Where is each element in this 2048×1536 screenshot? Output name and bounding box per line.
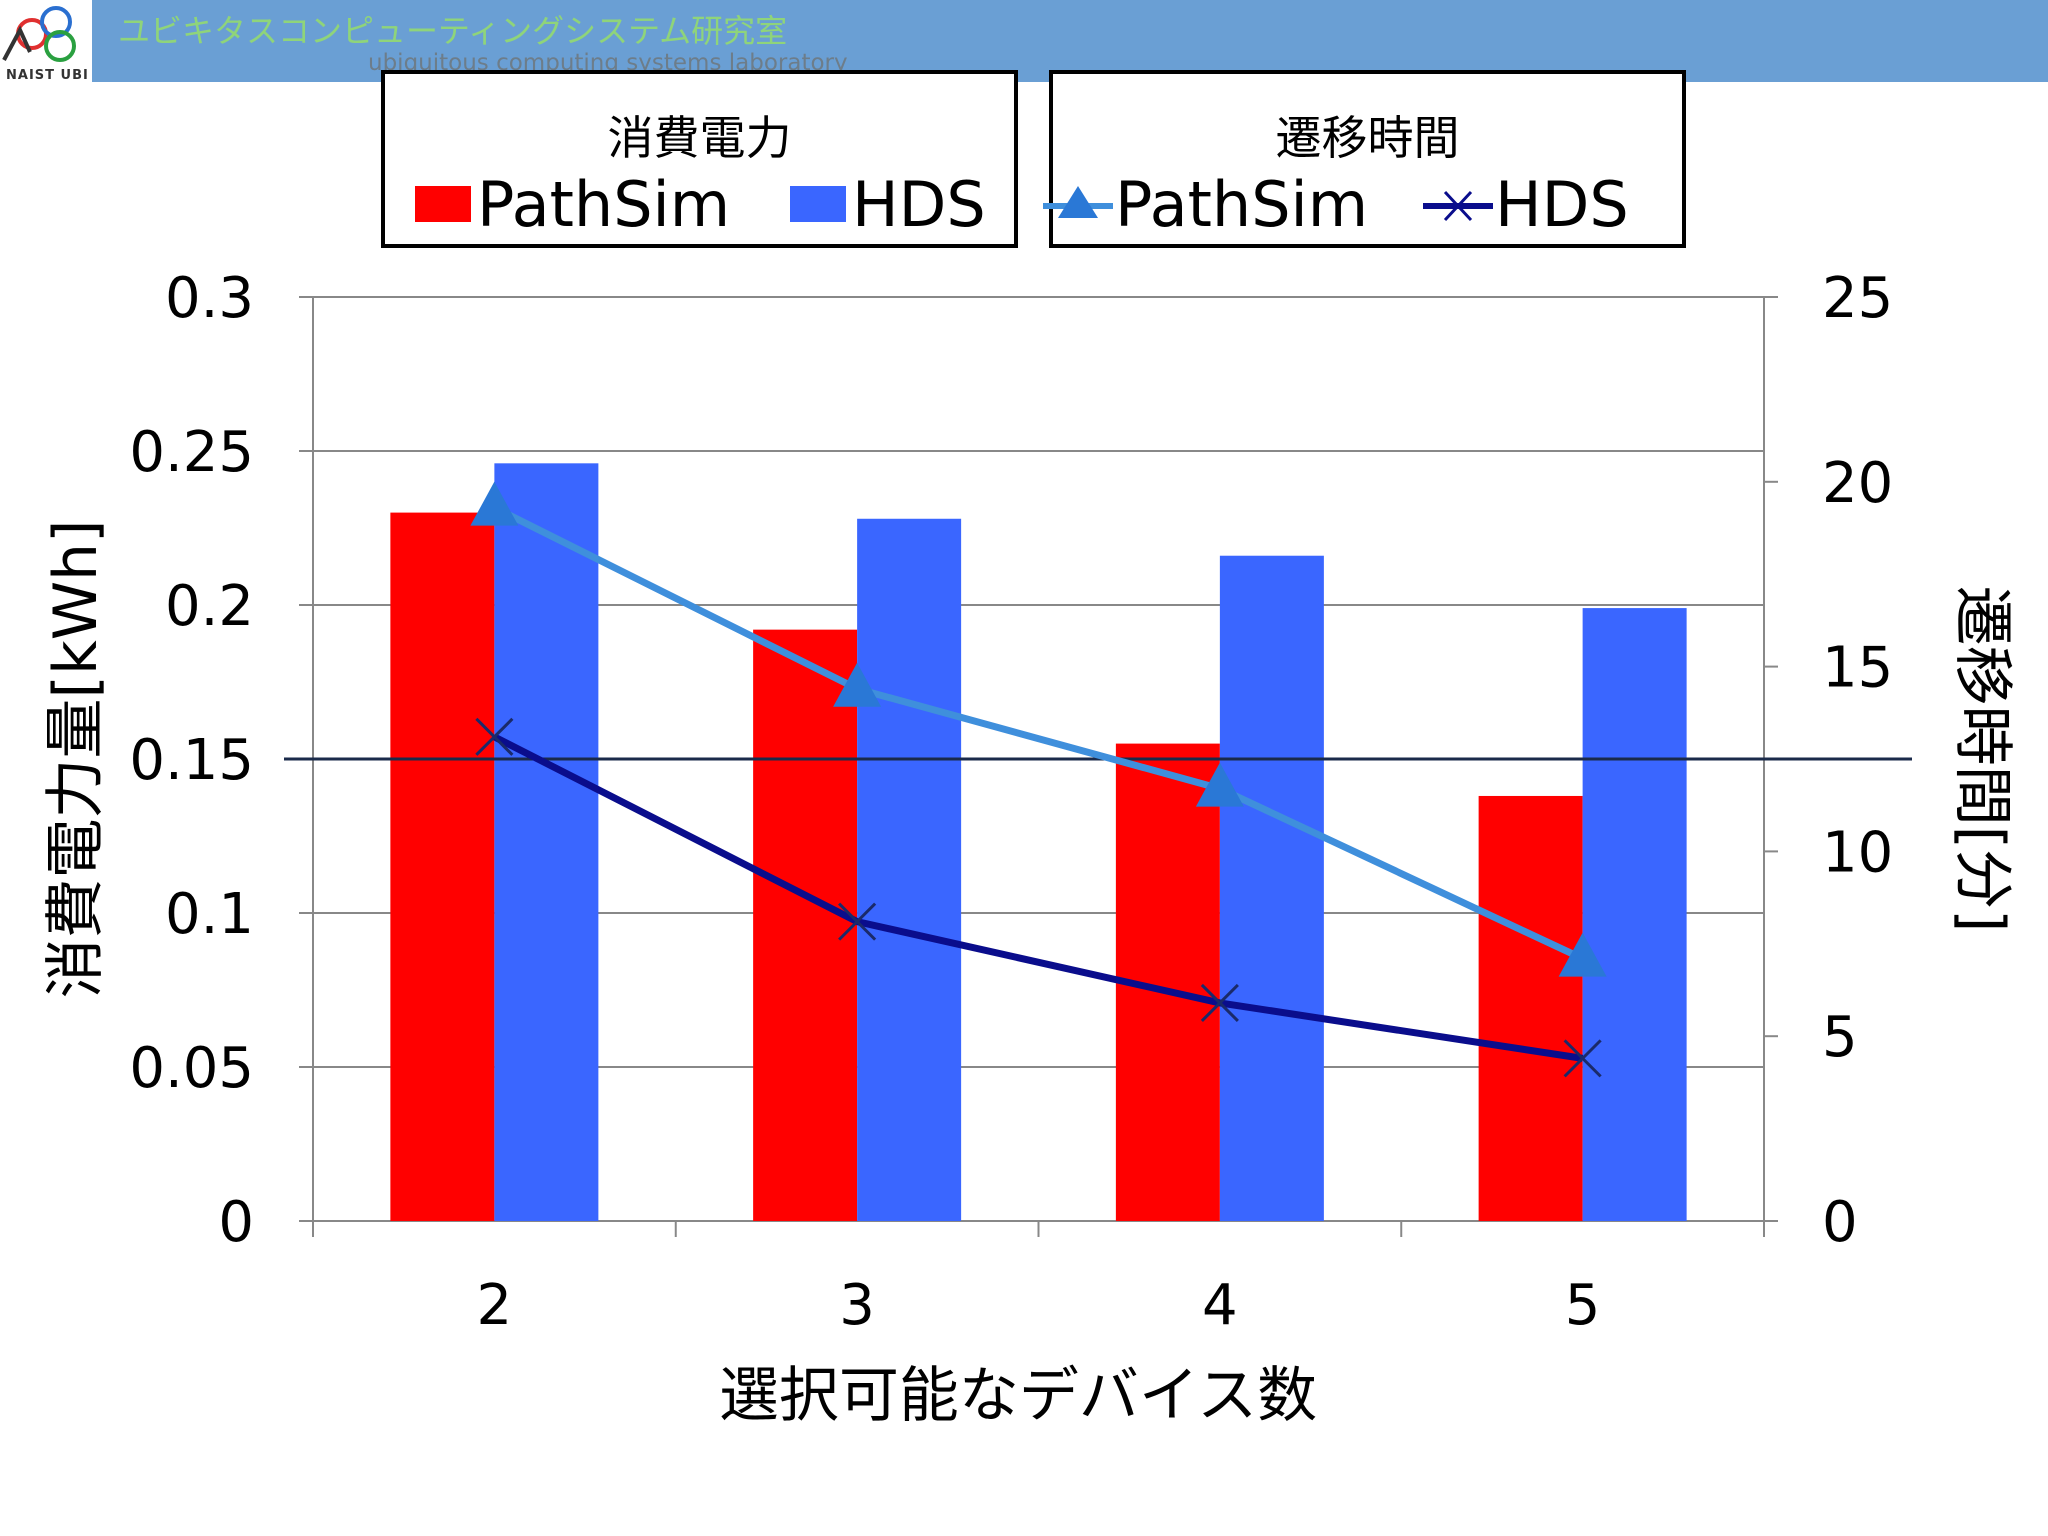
legend-time-pathsim: PathSim	[1043, 167, 1369, 241]
point-hds-5	[1563, 1039, 1602, 1078]
bar-hds-5	[1582, 608, 1687, 1221]
y2-tick-label: 20	[1822, 451, 1893, 516]
legend-power-hds-label: HDS	[852, 167, 986, 241]
bar-pathsim-2	[390, 512, 495, 1221]
bar-hds-4	[1219, 555, 1324, 1221]
legend-power-hds: HDS	[790, 167, 986, 241]
y2-tick-label: 25	[1822, 266, 1893, 331]
logo-text: NAIST UBI	[6, 68, 89, 83]
lab-logo-icon	[2, 6, 76, 62]
line-pathsim	[492, 504, 1585, 962]
triangle-marker-icon	[1043, 186, 1113, 218]
line-hds	[492, 733, 1584, 1062]
y2-tick-label: 15	[1822, 636, 1893, 701]
legend-time-pathsim-label: PathSim	[1115, 167, 1369, 241]
point-pathsim-4	[1195, 762, 1244, 807]
legend-time: 遷移時間 PathSim HDS	[1043, 70, 1686, 248]
y-tick-label: 0.3	[165, 266, 254, 331]
legend-power-title: 消費電力	[607, 111, 792, 165]
x-tick-label: 2	[477, 1273, 513, 1338]
legend-time-hds: HDS	[1423, 167, 1629, 241]
point-pathsim-2	[470, 481, 519, 526]
x-tick-label: 5	[1565, 1273, 1601, 1338]
point-pathsim-5	[1558, 932, 1607, 977]
point-hds-3	[838, 902, 877, 941]
x-tick-label: 3	[839, 1273, 875, 1338]
x-marker-icon	[1423, 190, 1493, 222]
y-axis-title: 消費電力量[kWh]	[41, 520, 111, 999]
lab-name-jp: ユビキタスコンピューティングシステム研究室	[118, 12, 788, 50]
legend-swatch-hds	[790, 186, 846, 222]
y-tick-label: 0	[218, 1190, 254, 1255]
x-axis-title: 選択可能なデバイス数	[719, 1361, 1317, 1431]
y-tick-label: 0.2	[165, 574, 254, 639]
x-marker-stroke	[1200, 983, 1239, 1022]
y-tick-label: 0.05	[129, 1036, 254, 1101]
point-hds-4	[1200, 983, 1239, 1022]
legend-power-pathsim: PathSim	[415, 167, 731, 241]
legend-power: 消費電力 PathSim HDS	[381, 70, 1018, 248]
legend-time-hds-label: HDS	[1495, 167, 1629, 241]
x-tick-label: 4	[1202, 1273, 1238, 1338]
y2-tick-label: 10	[1822, 820, 1893, 885]
y2-tick-label: 0	[1822, 1190, 1858, 1255]
y-tick-label: 0.25	[129, 420, 254, 485]
legend-time-title: 遷移時間	[1275, 111, 1460, 165]
header-bar	[0, 0, 2048, 82]
lab-logo: NAIST UBI	[0, 0, 92, 88]
x-marker-stroke	[475, 717, 514, 756]
bar-hds-2	[494, 463, 599, 1221]
x-marker-stroke	[838, 902, 877, 941]
y2-tick-label: 5	[1822, 1005, 1858, 1070]
y-tick-label: 0.1	[165, 882, 254, 947]
bar-hds-3	[857, 518, 962, 1221]
y2-axis-title: 遷移時間[分]	[1947, 586, 2017, 933]
legend-swatch-pathsim	[415, 186, 471, 222]
x-marker-stroke	[1563, 1039, 1602, 1078]
bar-pathsim-5	[1478, 795, 1583, 1221]
point-hds-2	[475, 717, 514, 756]
bar-pathsim-3	[753, 629, 858, 1221]
y-tick-label: 0.15	[129, 728, 254, 793]
legend-power-pathsim-label: PathSim	[477, 167, 731, 241]
point-pathsim-3	[833, 662, 882, 707]
